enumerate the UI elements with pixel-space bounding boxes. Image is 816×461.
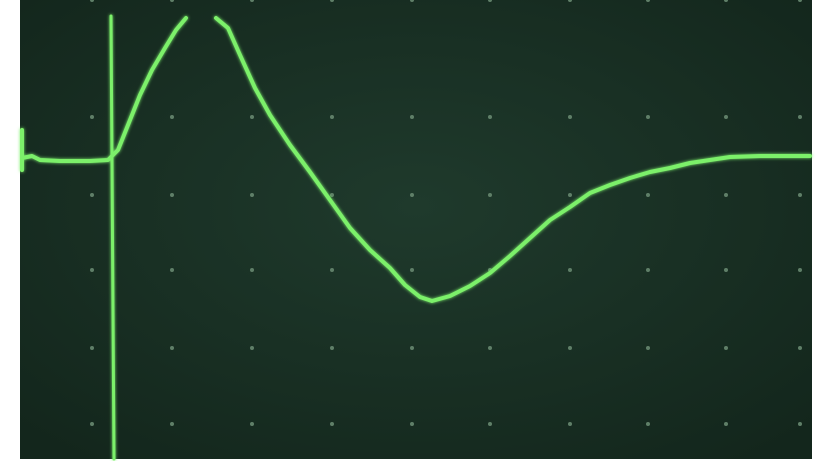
screen	[20, 0, 812, 459]
oscilloscope-screenshot	[0, 0, 816, 461]
page	[0, 0, 816, 461]
